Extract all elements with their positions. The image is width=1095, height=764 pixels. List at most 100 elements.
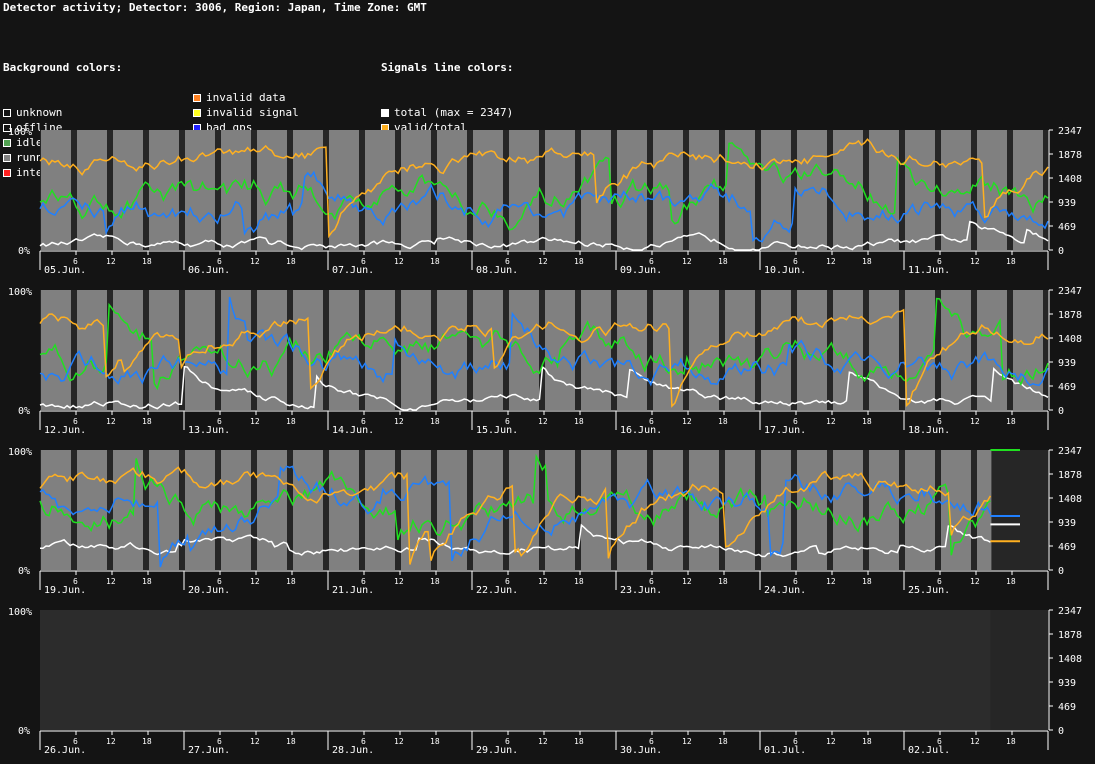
y-right-tick: 939 <box>1058 198 1076 209</box>
legend-signals-header: Signals line colors: <box>381 61 514 74</box>
running-block <box>869 290 899 410</box>
hour-label: 18 <box>574 257 584 266</box>
y-left-tick: 100% <box>8 447 32 458</box>
hour-label: 18 <box>862 577 872 586</box>
hour-label: 18 <box>286 577 296 586</box>
running-block <box>1013 290 1043 410</box>
running-block <box>869 130 899 250</box>
y-right-tick: 939 <box>1058 358 1076 369</box>
y-left-tick: 100% <box>8 287 32 298</box>
y-right-tick: 2347 <box>1058 286 1082 297</box>
day-label: 24.Jun. <box>764 585 806 596</box>
hour-label: 6 <box>649 577 654 586</box>
running-block <box>257 290 287 410</box>
hour-label: 6 <box>793 577 798 586</box>
series-line-involved-valid <box>39 297 1049 391</box>
running-block <box>581 290 611 410</box>
running-block <box>437 130 467 250</box>
legend-label: invalid data <box>206 91 286 104</box>
running-block <box>365 130 395 250</box>
y-right-tick: 1408 <box>1058 334 1082 345</box>
series-line-involved-valid <box>39 142 1049 231</box>
running-block <box>185 130 215 250</box>
y-right-tick: 1408 <box>1058 494 1082 505</box>
day-label: 18.Jun. <box>908 425 950 436</box>
running-block <box>293 290 323 410</box>
series-line-involved-valid <box>39 453 991 556</box>
hour-label: 6 <box>505 417 510 426</box>
day-label: 15.Jun. <box>476 425 518 436</box>
hour-label: 6 <box>73 737 78 746</box>
day-label: 09.Jun. <box>620 265 662 276</box>
hour-label: 6 <box>73 417 78 426</box>
day-label: 26.Jun. <box>44 745 86 756</box>
running-block <box>797 130 827 250</box>
running-block <box>761 290 791 410</box>
day-label: 27.Jun. <box>188 745 230 756</box>
legend-label: invalid signal <box>206 106 299 119</box>
running-block <box>329 130 359 250</box>
hour-label: 12 <box>970 257 980 266</box>
legend-bg-invalid-data: invalid data <box>193 90 358 105</box>
legend-bg-unknown: unknown <box>3 105 129 120</box>
y-right-tick: 469 <box>1058 702 1076 713</box>
hour-label: 18 <box>142 417 152 426</box>
hour-label: 6 <box>217 417 222 426</box>
series-line-valid-total <box>39 308 1049 408</box>
day-label: 08.Jun. <box>476 265 518 276</box>
hour-label: 18 <box>430 577 440 586</box>
running-block <box>437 290 467 410</box>
running-block <box>905 130 935 250</box>
hour-label: 6 <box>649 417 654 426</box>
y-left-tick: 0% <box>18 406 30 417</box>
hour-label: 18 <box>718 417 728 426</box>
day-label: 05.Jun. <box>44 265 86 276</box>
legend-swatch <box>381 108 389 117</box>
y-right-tick: 1878 <box>1058 470 1082 481</box>
legend-swatch <box>3 153 11 162</box>
running-block <box>905 290 935 410</box>
hour-label: 18 <box>718 737 728 746</box>
running-block <box>725 130 755 250</box>
running-block <box>293 450 323 570</box>
day-label: 12.Jun. <box>44 425 86 436</box>
y-left-tick: 100% <box>8 607 32 618</box>
hour-label: 12 <box>250 417 260 426</box>
running-block <box>401 130 431 250</box>
running-block <box>725 290 755 410</box>
day-label: 01.Jul. <box>764 745 806 756</box>
hour-label: 12 <box>538 417 548 426</box>
running-block <box>41 130 71 250</box>
hour-label: 18 <box>286 417 296 426</box>
y-right-tick: 1408 <box>1058 654 1082 665</box>
hour-label: 6 <box>505 257 510 266</box>
running-block <box>617 450 647 570</box>
y-right-tick: 0 <box>1058 406 1064 417</box>
hour-label: 12 <box>682 577 692 586</box>
running-block <box>833 130 863 250</box>
hour-label: 18 <box>142 257 152 266</box>
hour-label: 18 <box>142 737 152 746</box>
hour-label: 12 <box>682 257 692 266</box>
running-block <box>545 130 575 250</box>
y-right-tick: 2347 <box>1058 446 1082 457</box>
legend-label: idle <box>16 136 43 149</box>
hour-label: 12 <box>106 417 116 426</box>
y-right-tick: 939 <box>1058 678 1076 689</box>
y-right-tick: 469 <box>1058 222 1076 233</box>
day-label: 06.Jun. <box>188 265 230 276</box>
y-right-tick: 1878 <box>1058 310 1082 321</box>
day-label: 19.Jun. <box>44 585 86 596</box>
hour-label: 12 <box>394 577 404 586</box>
hour-label: 18 <box>430 257 440 266</box>
hour-label: 12 <box>970 417 980 426</box>
y-left-tick: 0% <box>18 246 30 257</box>
hour-label: 18 <box>286 737 296 746</box>
hour-label: 18 <box>142 577 152 586</box>
day-label: 17.Jun. <box>764 425 806 436</box>
y-right-tick: 1878 <box>1058 150 1082 161</box>
day-label: 21.Jun. <box>332 585 374 596</box>
series-line-total <box>39 365 1049 411</box>
running-block <box>221 450 251 570</box>
